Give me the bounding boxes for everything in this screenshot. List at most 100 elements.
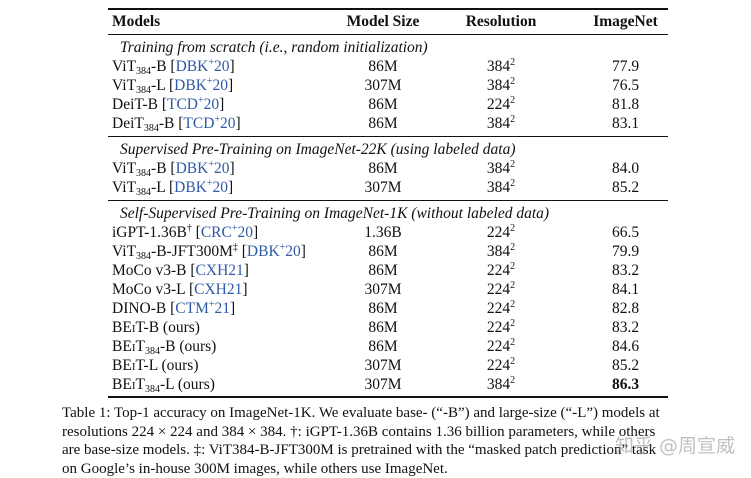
model-suffix: -L	[151, 179, 165, 196]
model-base: BEiT	[112, 319, 144, 336]
resolution: 2242	[446, 223, 556, 242]
model-name: BEiT-L (ours)	[112, 356, 198, 375]
model-size: 86M	[333, 95, 433, 114]
resolution-exponent: 2	[510, 114, 515, 125]
citation-year: 20	[213, 77, 229, 94]
model-size: 86M	[333, 261, 433, 280]
model-rest: -B (ours)	[144, 319, 200, 336]
citation: CRC+20	[201, 224, 253, 241]
table-rule	[108, 396, 668, 398]
citation: CTM+21	[175, 300, 230, 317]
imagenet-accuracy: 86.3	[578, 375, 673, 394]
model-suffix: -L (ours)	[160, 376, 215, 393]
citation-year: 20	[214, 160, 230, 177]
resolution: 2242	[446, 299, 556, 318]
resolution: 3842	[446, 178, 556, 197]
citation: DBK+20	[174, 77, 228, 94]
model-base: ViT	[112, 58, 136, 75]
model-name: ViT384-B-JFT300M‡ [DBK+20]	[112, 242, 306, 261]
resolution: 2242	[446, 356, 556, 375]
resolution: 3842	[446, 76, 556, 95]
watermark: 知乎 @周宣威	[615, 431, 735, 458]
caption-line-1: Table 1: Top-1 accuracy on ImageNet-1K. …	[62, 404, 742, 423]
model-name: ViT384-L [DBK+20]	[112, 76, 233, 95]
model-mark: ‡	[233, 242, 238, 253]
resolution: 2242	[446, 95, 556, 114]
section-title: Supervised Pre-Training on ImageNet-22K …	[120, 140, 516, 159]
model-name: DeiT-B [TCD+20]	[112, 95, 224, 114]
resolution-exponent: 2	[510, 280, 515, 291]
resolution: 3842	[446, 242, 556, 261]
table-rule	[108, 34, 668, 35]
model-name: ViT384-B [DBK+20]	[112, 57, 235, 76]
resolution-exponent: 2	[510, 178, 515, 189]
resolution-exponent: 2	[510, 356, 515, 367]
citation: DBK+20	[176, 58, 230, 75]
resolution-exponent: 2	[510, 261, 515, 272]
model-base: DeiT	[112, 115, 144, 132]
model-size: 86M	[333, 159, 433, 178]
resolution: 3842	[446, 159, 556, 178]
model-size: 307M	[333, 375, 433, 394]
resolution-exponent: 2	[510, 57, 515, 68]
model-base: DeiT-B	[112, 96, 158, 113]
model-mark: †	[187, 223, 192, 234]
model-base: MoCo v3-B	[112, 262, 187, 279]
citation-year: 20	[220, 115, 236, 132]
citation-year: 20	[214, 58, 230, 75]
citation-year: 21	[215, 300, 231, 317]
model-size: 86M	[333, 337, 433, 356]
resolution-exponent: 2	[510, 299, 515, 310]
model-base: BEiT	[112, 376, 145, 393]
model-name: BEiT384-L (ours)	[112, 375, 215, 394]
model-size: 86M	[333, 299, 433, 318]
model-base: DINO-B	[112, 300, 166, 317]
citation: DBK+20	[176, 160, 230, 177]
imagenet-accuracy: 77.9	[578, 57, 673, 76]
resolution-exponent: 2	[510, 242, 515, 253]
model-suffix: -B (ours)	[160, 338, 216, 355]
imagenet-accuracy: 85.2	[578, 178, 673, 197]
resolution-exponent: 2	[510, 159, 515, 170]
model-base: MoCo v3-L	[112, 281, 185, 298]
model-size: 1.36B	[333, 223, 433, 242]
resolution-exponent: 2	[510, 318, 515, 329]
header-4: ImageNet	[578, 12, 673, 31]
imagenet-accuracy: 84.0	[578, 159, 673, 178]
model-name: MoCo v3-L [CXH21]	[112, 280, 248, 299]
model-name: ViT384-B [DBK+20]	[112, 159, 235, 178]
model-subscript: 384	[144, 123, 159, 134]
resolution-exponent: 2	[510, 223, 515, 234]
imagenet-accuracy: 79.9	[578, 242, 673, 261]
citation: DBK+20	[247, 243, 301, 260]
model-base: BEiT	[112, 357, 144, 374]
model-suffix: -B	[159, 115, 175, 132]
imagenet-accuracy: 83.2	[578, 261, 673, 280]
resolution-exponent: 2	[510, 375, 515, 386]
citation-year: 20	[285, 243, 301, 260]
model-size: 307M	[333, 178, 433, 197]
model-base: ViT	[112, 77, 136, 94]
citation: TCD+20	[167, 96, 219, 113]
model-subscript: 384	[136, 187, 151, 198]
header-2: Model Size	[333, 12, 433, 31]
imagenet-accuracy: 82.8	[578, 299, 673, 318]
imagenet-accuracy: 84.6	[578, 337, 673, 356]
table-rule	[108, 136, 668, 137]
citation-year: 20	[204, 96, 220, 113]
model-suffix: -B-JFT300M	[151, 243, 233, 260]
imagenet-accuracy: 81.8	[578, 95, 673, 114]
resolution: 3842	[446, 375, 556, 394]
model-size: 86M	[333, 114, 433, 133]
imagenet-accuracy: 76.5	[578, 76, 673, 95]
